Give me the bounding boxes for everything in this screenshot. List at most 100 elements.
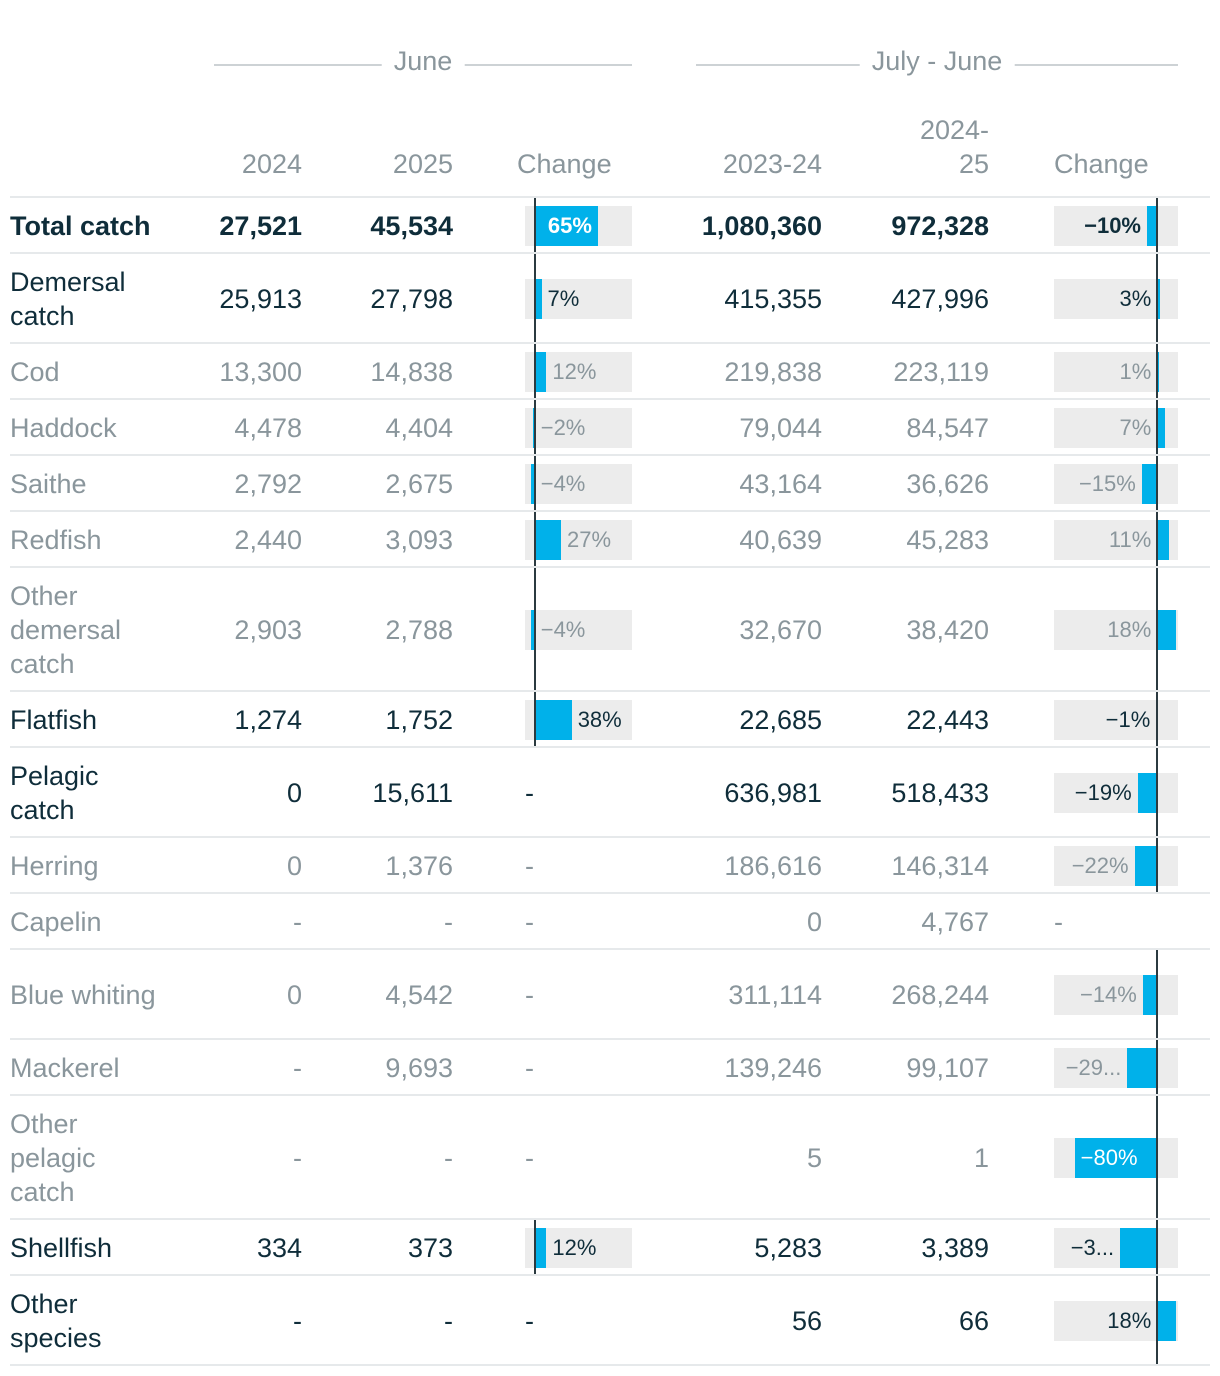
change-bar-fill [1157,520,1169,560]
value-jj-2023: 5,283 [754,1233,822,1263]
change-bar-label: −1% [1105,707,1151,732]
value-jj-2023: 56 [791,1306,822,1336]
june-change-bar: 27% [525,512,632,568]
change-bar-label: −80% [1080,1145,1138,1170]
change-bar-axis [533,198,536,254]
jj-change-bar: 3% [1054,254,1178,344]
row-label: Other species [10,1289,102,1353]
change-bar-fill [1134,846,1158,886]
value-jj-2024: 972,328 [891,211,989,241]
value-june-2024: 334 [256,1233,302,1263]
value-jj-2023: 311,114 [728,980,822,1010]
change-bar-label: −22% [1071,853,1129,878]
change-bar-fill [534,352,547,392]
row-divider [10,746,1210,748]
change-bar-fill [1157,279,1161,319]
change-bar-axis [1156,748,1159,838]
june-change-bar: 7% [525,254,632,344]
col-header-june-change: Change [517,149,612,179]
change-bar-track [525,610,632,650]
value-june-2025: 15,611 [372,778,453,808]
row-divider [10,1038,1210,1040]
row-label: Demersal catch [10,267,126,331]
value-jj-2024: 84,547 [906,413,989,443]
value-jj-2024: 99,107 [906,1053,989,1083]
table-row: Pelagic catch 0 15,611 636,981 518,433 - −19% [0,748,1220,838]
jj-change-bar: 18% [1054,568,1178,692]
change-bar-track [525,408,632,448]
change-bar-label: 18% [1107,1308,1152,1333]
table-row: Mackerel - 9,693 139,246 99,107 - −29... [0,1040,1220,1096]
change-bar-axis [1156,198,1159,254]
change-bar-fill [534,1228,547,1268]
jj-change-bar: −14% [1054,950,1178,1040]
table-row: Other demersal catch 2,903 2,788 32,670 38,4… [0,568,1220,692]
june-change-bar-empty: - [525,1143,534,1173]
value-june-2024: - [293,1306,302,1336]
value-june-2025: 2,675 [385,469,453,499]
row-divider [10,1364,1210,1366]
change-bar-axis [533,344,536,400]
value-jj-2023: 139,246 [724,1053,822,1083]
change-bar-fill [1157,1301,1176,1341]
jj-change-bar: −10% [1054,198,1178,254]
change-bar-axis [533,692,536,748]
change-bar-label: 65% [547,213,592,238]
col-header-jj-2023: 2023-24 [722,149,822,179]
group-title-july-june: July - June [859,46,1015,77]
row-divider [10,1274,1210,1276]
change-bar-fill [1127,1048,1158,1088]
june-change-bar-empty: - [525,907,534,937]
row-divider [10,1094,1210,1096]
jj-change-bar: 1% [1054,344,1178,400]
table-row: Cod 13,300 14,838 219,838 223,119 12% 1% [0,344,1220,400]
value-june-2024: - [293,1053,302,1083]
table-row: Flatfish 1,274 1,752 22,685 22,443 38% −1% [0,692,1220,748]
value-jj-2024: 45,283 [906,525,989,555]
change-bar-label: −19% [1074,780,1132,805]
value-june-2025: 14,838 [370,357,453,387]
change-bar-fill [534,520,561,560]
change-bar-fill [534,206,598,246]
value-jj-2024: 36,626 [906,469,989,499]
row-divider [10,836,1210,838]
value-jj-2023: 5 [806,1143,822,1173]
value-june-2025: 373 [407,1233,453,1263]
row-label: Herring [10,851,99,881]
table-row: Haddock 4,478 4,404 79,044 84,547 −2% 7% [0,400,1220,456]
row-label: Capelin [10,907,102,937]
row-divider [10,454,1210,456]
change-bar-label: −4% [540,471,586,496]
col-header-june-2024: 2024 [241,149,302,179]
value-jj-2023: 0 [806,907,822,937]
row-label: Haddock [10,413,117,443]
value-jj-2024: 146,314 [891,851,989,881]
value-june-2024: 13,300 [219,357,302,387]
change-bar-fill [1141,464,1158,504]
jj-change-bar: −22% [1054,838,1178,894]
value-jj-2024: 66 [958,1306,989,1336]
row-divider [10,1218,1210,1220]
row-label: Mackerel [10,1053,120,1083]
value-june-2025: 2,788 [385,615,453,645]
change-bar-label: 11% [1108,527,1152,552]
row-divider [10,510,1210,512]
change-bar-axis [533,512,536,568]
col-header-jj-change: Change [1054,149,1149,179]
value-jj-2023: 219,838 [724,357,822,387]
row-divider [10,690,1210,692]
change-bar-axis [1156,456,1159,512]
row-divider [10,566,1210,568]
change-bar-label: 3% [1119,286,1152,311]
change-bar-fill [1157,408,1165,448]
value-jj-2024: 427,996 [891,284,989,314]
june-change-bar-empty: - [525,1053,534,1083]
value-jj-2024: 22,443 [906,705,989,735]
change-bar-label: −4% [540,617,586,642]
value-june-2025: 1,752 [385,705,453,735]
value-june-2025: 4,404 [385,413,453,443]
value-jj-2023: 1,080,360 [701,211,822,241]
change-bar-label: −10% [1084,213,1141,238]
change-bar-fill [530,464,535,504]
june-change-bar: −4% [525,568,632,692]
